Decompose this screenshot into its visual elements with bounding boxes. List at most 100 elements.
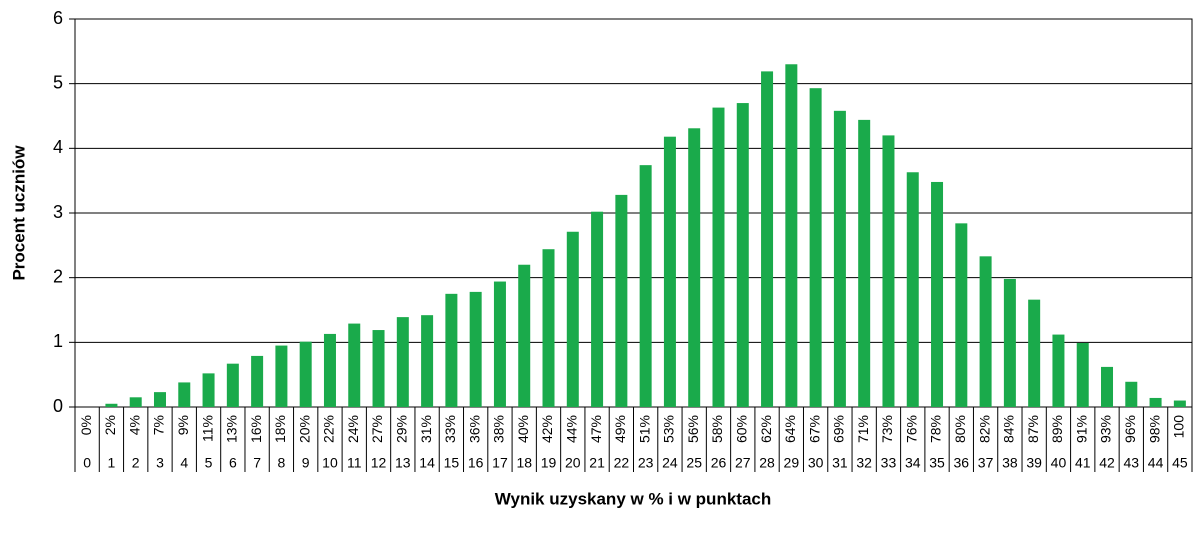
bar [955, 223, 968, 407]
x-tick-label: 9 [302, 455, 310, 471]
x-tick-label: 11% [199, 415, 215, 442]
x-tick-label: 1 [108, 455, 116, 471]
bar [712, 107, 725, 408]
x-tick-label: 96% [1122, 415, 1138, 443]
x-tick-label: 4% [126, 415, 142, 435]
x-tick-label: 42% [539, 415, 555, 443]
bar [421, 315, 434, 407]
x-tick-label: 42 [1099, 455, 1115, 471]
bar [445, 293, 458, 407]
x-tick-label: 34 [905, 455, 921, 471]
bar [906, 172, 919, 407]
x-tick-label: 29 [784, 455, 800, 471]
bar [1052, 334, 1065, 407]
x-tick-label: 33% [442, 415, 458, 443]
bar [761, 71, 774, 407]
x-tick-label: 5 [205, 455, 213, 471]
bar [736, 103, 749, 408]
x-tick-label: 13 [395, 455, 411, 471]
x-tick-label: 71% [855, 415, 871, 443]
bar [615, 194, 628, 407]
x-tick-label: 6 [229, 455, 237, 471]
x-tick-label: 98% [1146, 415, 1162, 443]
y-tick-label: 4 [53, 137, 63, 157]
bar [105, 403, 118, 407]
bar [785, 64, 798, 408]
bar [931, 181, 944, 407]
x-tick-label: 51% [636, 415, 652, 443]
bar [1101, 366, 1114, 407]
bar [299, 341, 312, 407]
x-tick-label: 15 [444, 455, 460, 471]
bar [663, 136, 676, 407]
x-tick-label: 58% [709, 415, 725, 443]
x-tick-label: 39 [1026, 455, 1042, 471]
x-tick-label: 7 [253, 455, 261, 471]
x-tick-label: 25 [686, 455, 702, 471]
bar [1028, 299, 1041, 407]
x-tick-label: 31 [832, 455, 848, 471]
bar [882, 135, 895, 407]
x-tick-label: 84% [1001, 415, 1017, 443]
x-tick-label: 47% [588, 415, 604, 443]
x-tick-label: 87% [1025, 415, 1041, 443]
bar [275, 345, 288, 407]
bar [202, 373, 215, 407]
x-tick-label: 28 [759, 455, 775, 471]
bar [1125, 381, 1138, 407]
y-tick-label: 2 [53, 266, 63, 286]
x-tick-label: 12 [371, 455, 387, 471]
x-tick-label: 37 [978, 455, 994, 471]
bar [153, 392, 166, 407]
x-tick-label: 9% [175, 415, 191, 435]
bar [858, 119, 871, 407]
x-tick-label: 20% [296, 415, 312, 443]
x-tick-label: 38 [1002, 455, 1018, 471]
y-tick-label: 5 [53, 72, 63, 92]
x-tick-label: 17 [492, 455, 508, 471]
x-tick-label: 16 [468, 455, 484, 471]
x-tick-label: 44 [1148, 455, 1164, 471]
x-tick-label: 14 [419, 455, 435, 471]
x-tick-label: 80% [952, 415, 968, 443]
x-tick-label: 20 [565, 455, 581, 471]
y-axis-label: Procent uczniów [9, 145, 28, 281]
x-tick-label: 27% [369, 415, 385, 443]
x-tick-label: 56% [685, 415, 701, 443]
x-tick-label: 2 [132, 455, 140, 471]
bar [348, 323, 361, 407]
x-tick-label: 3 [156, 455, 164, 471]
x-tick-label: 93% [1098, 415, 1114, 443]
bar [178, 382, 191, 407]
bar [639, 165, 652, 407]
x-tick-label: 7% [151, 415, 167, 435]
bar [542, 249, 555, 407]
x-tick-label: 8 [278, 455, 286, 471]
x-tick-label: 4 [180, 455, 188, 471]
x-tick-label: 40 [1051, 455, 1067, 471]
x-tick-label: 32 [856, 455, 872, 471]
x-tick-label: 22 [614, 455, 630, 471]
x-tick-label: 36 [954, 455, 970, 471]
x-tick-label: 23 [638, 455, 654, 471]
x-tick-label: 24 [662, 455, 678, 471]
x-tick-label: 35 [929, 455, 945, 471]
bar [129, 397, 142, 407]
x-axis-label: Wynik uzyskany w % i w punktach [495, 489, 771, 508]
x-tick-label: 16% [248, 415, 264, 443]
x-tick-label: 31% [418, 415, 434, 443]
x-tick-label: 13% [224, 415, 240, 443]
x-tick-label: 89% [1049, 415, 1065, 443]
x-tick-label: 24% [345, 415, 361, 443]
x-tick-label: 76% [903, 415, 919, 443]
x-tick-label: 26 [711, 455, 727, 471]
y-tick-label: 6 [53, 8, 63, 28]
x-tick-label: 30 [808, 455, 824, 471]
bar [979, 256, 992, 407]
x-tick-label: 10 [322, 455, 338, 471]
bar [323, 333, 336, 407]
bar [226, 363, 239, 407]
x-tick-label: 49% [612, 415, 628, 443]
x-tick-label: 21 [589, 455, 605, 471]
